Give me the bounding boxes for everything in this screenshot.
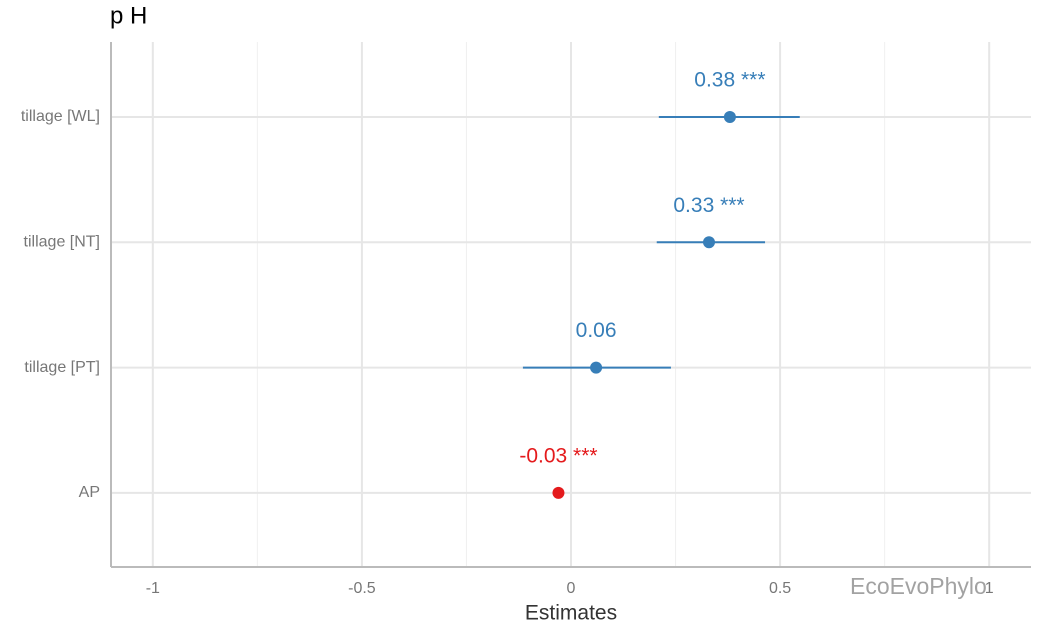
y-tick-label: tillage [NT] (24, 234, 100, 251)
value-label: 0.06 (576, 319, 617, 342)
point (552, 486, 565, 499)
x-tick-label: 0 (567, 580, 576, 597)
y-tick-label: tillage [PT] (24, 359, 100, 376)
y-tick-label: AP (79, 484, 100, 501)
y-tick-label: tillage [WL] (21, 108, 100, 125)
x-tick-label: 1 (985, 580, 994, 597)
value-label: 0.38 *** (694, 69, 765, 92)
value-label: 0.33 *** (673, 194, 744, 217)
watermark: EcoEvoPhylo (850, 573, 987, 599)
point (703, 236, 715, 249)
x-tick-label: -0.5 (348, 580, 376, 597)
point (590, 361, 603, 374)
x-tick-label: -1 (146, 580, 160, 597)
point (723, 111, 736, 123)
value-label: -0.03 *** (519, 444, 597, 467)
x-axis-label: Estimates (525, 602, 617, 625)
chart-title: p H (110, 2, 147, 29)
x-tick-label: 0.5 (769, 580, 791, 597)
